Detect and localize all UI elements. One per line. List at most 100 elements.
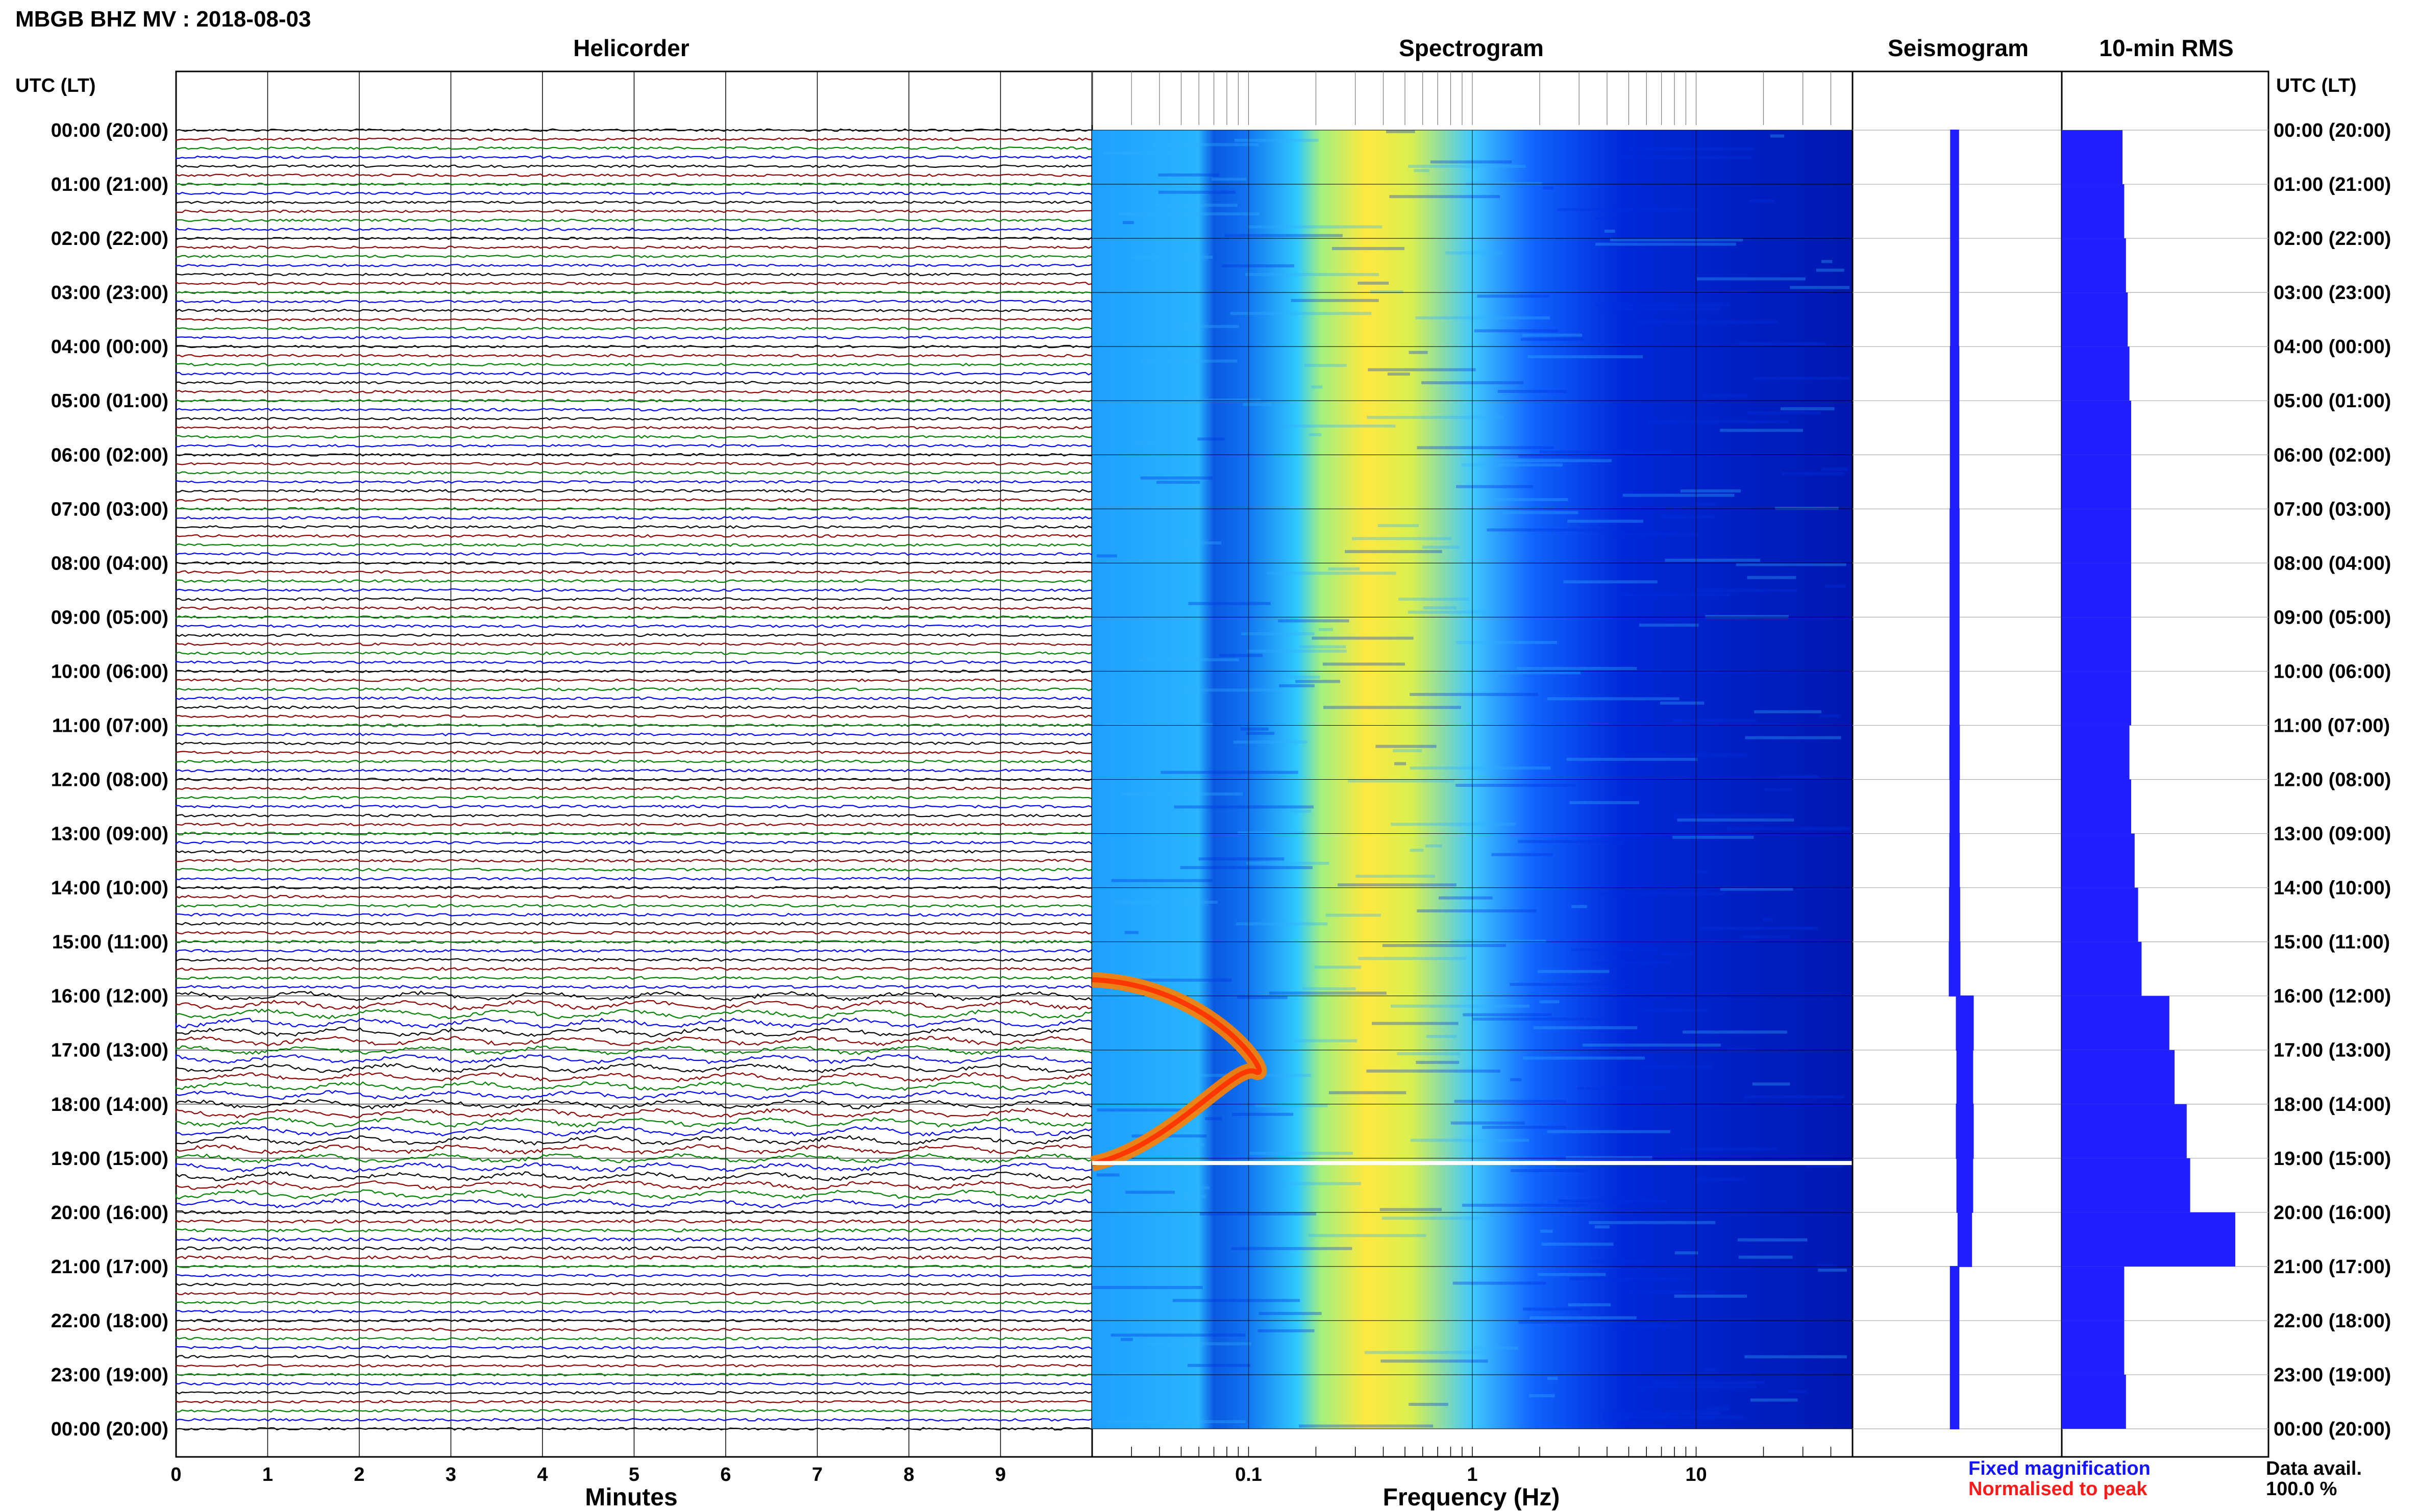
spectrogram-panel: 0.1 1 10 [1090,70,1854,1485]
right-time-tick-label: 13:00 (09:00) [2274,824,2391,845]
right-time-tick-label: 20:00 (16:00) [2274,1202,2391,1224]
spectrogram-texture [1380,1359,1488,1363]
spectrogram-texture [1391,1004,1530,1008]
helicorder-trace [175,552,1092,556]
spectrogram-texture [1096,1173,1120,1177]
helicorder-trace [175,741,1092,746]
helicorder-trace [175,507,1092,511]
spectrogram-texture [1510,1078,1522,1081]
spectrogram-texture [1595,242,1736,246]
helicorder-minute-tick-label: 1 [262,1464,273,1485]
helicorder-trace [175,678,1092,682]
helicorder-minute-tick-label: 5 [629,1464,639,1485]
spectrogram-texture [1417,446,1554,450]
spectrogram-texture [1172,1299,1300,1302]
helicorder-trace [175,128,1092,132]
spectrogram-texture [1205,1117,1222,1121]
spectrogram-texture [1355,875,1435,878]
spectrogram-texture [1322,662,1405,666]
rms-bar [2062,887,2138,942]
helicorder-trace [175,949,1092,953]
spectrogram-texture [1255,1104,1328,1107]
spectrogram-texture [1299,645,1346,649]
helicorder-trace [175,813,1092,817]
spectrogram-texture [1245,272,1379,276]
helicorder-trace [175,1255,1092,1260]
spectrogram-texture [1389,195,1500,199]
helicorder-trace [175,1198,1092,1209]
helicorder-trace [175,651,1092,655]
spectrogram-texture [1563,580,1658,584]
spectrogram-texture [1558,1199,1668,1203]
spectrogram-texture [1122,792,1243,796]
rms-bar [2062,1320,2125,1375]
helicorder-trace [175,327,1092,331]
left-time-tick-label: 06:00 (02:00) [51,444,168,466]
right-time-tick-label: 21:00 (17:00) [2274,1256,2391,1278]
spectrogram-texture [1348,779,1454,783]
helicorder-trace [175,985,1092,989]
helicorder-trace [175,191,1092,195]
spectrogram-texture [1522,333,1583,337]
left-time-tick-label: 19:00 (15:00) [51,1148,168,1170]
helicorder-trace [175,877,1092,881]
spectrogram-texture [1323,706,1462,709]
right-time-tick-label: 23:00 (19:00) [2274,1365,2391,1386]
right-time-tick-label: 12:00 (08:00) [2274,770,2391,791]
left-time-tick-label: 01:00 (21:00) [51,174,168,195]
spectrogram-texture [1293,1039,1357,1043]
spectrogram-texture [1368,368,1476,371]
right-time-tick-label: 14:00 (10:00) [2274,878,2391,899]
helicorder-trace [175,561,1092,565]
spectrogram-texture [1748,199,1775,203]
spectrogram-texture [1610,238,1743,242]
spectrogram-texture [1477,294,1549,298]
spectrogram-texture [1639,624,1699,627]
spectrogram-texture [1110,1333,1246,1337]
spectrogram-texture [1502,511,1578,514]
spectrogram-texture [1547,1130,1670,1133]
spectrogram-texture [1487,528,1606,532]
spectrogram-texture [1529,1394,1555,1398]
helicorder-trace [175,1134,1092,1146]
spectrogram-texture [1302,987,1356,990]
spectrogram-texture [1681,1147,1778,1151]
spectrogram-texture [1462,1203,1588,1207]
helicorder-trace [175,831,1092,836]
helicorder-trace [175,615,1092,619]
helicorder-trace [175,480,1092,484]
helicorder-trace [175,858,1092,863]
spectrogram-data-gap [1092,1161,1853,1166]
spectrogram-texture [1231,1247,1352,1250]
spectrogram-texture [1539,1000,1560,1004]
helicorder-trace [175,1099,1092,1110]
spectrogram-texture [1567,519,1644,523]
spectrogram-texture [1269,992,1387,995]
helicorder-trace [175,714,1092,718]
spectrogram-texture [1455,783,1576,787]
left-time-tick-label: 03:00 (23:00) [51,282,168,304]
right-time-tick-label: 18:00 (14:00) [2274,1094,2391,1116]
spectrogram-texture [1674,1251,1698,1255]
spectrogram-texture [1456,485,1534,488]
spectrogram-texture [1450,939,1546,943]
spectrogram-texture [1199,1212,1317,1216]
rms-title: 10-min RMS [2099,35,2233,61]
helicorder-trace [175,588,1092,592]
spectrogram-texture [1183,398,1261,402]
right-time-tick-label: 19:00 (15:00) [2274,1148,2391,1170]
helicorder-trace [175,462,1092,466]
spectrogram-texture [1132,256,1213,259]
spectrogram-texture [1636,1385,1757,1389]
helicorder-minute-tick-label: 3 [446,1464,456,1485]
spectrogram-texture [1367,415,1504,419]
right-time-tick-label: 15:00 (11:00) [2274,932,2390,953]
spectrogram-texture [1523,1056,1645,1060]
rms-bar [2062,779,2131,834]
spectrogram-texture [1522,1307,1583,1311]
spectrogram-texture [1671,718,1757,722]
spectrogram-texture [1754,377,1849,380]
helicorder-trace [175,1180,1092,1191]
helicorder-trace [175,489,1092,493]
spectrogram-texture [1566,758,1698,761]
